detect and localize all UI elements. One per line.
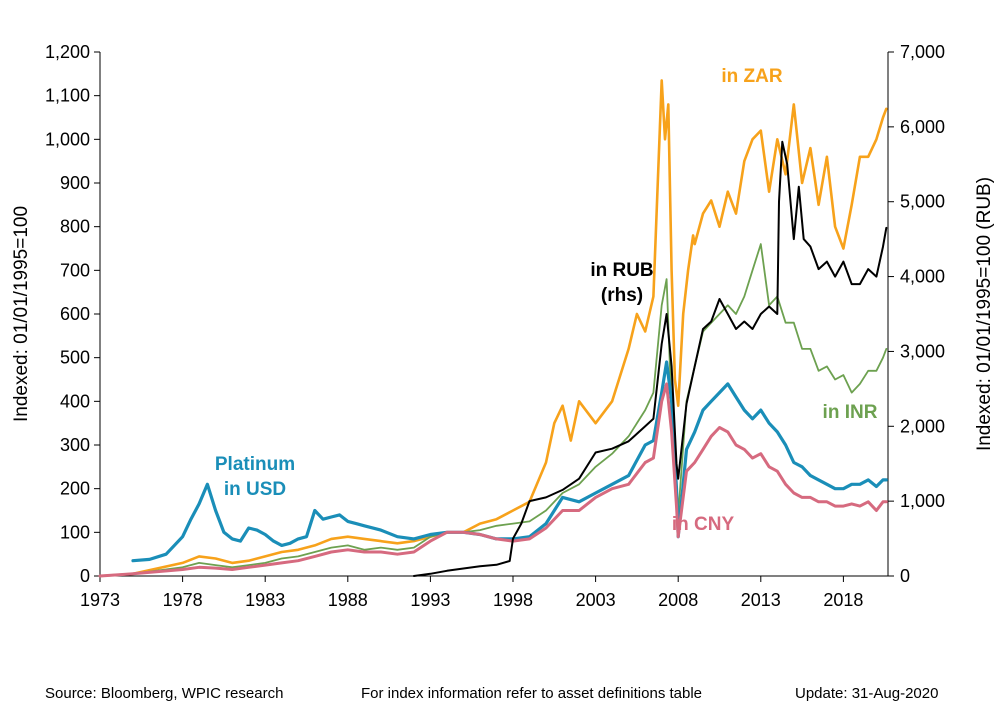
y2-tick-label: 7,000 [900,42,945,62]
y2-tick-label: 3,000 [900,341,945,361]
y-tick-label: 800 [60,217,90,237]
y-tick-label: 900 [60,173,90,193]
ticks: 0 100 200 300 400 500 600 700 800 900 1,000 1,100 1,… [45,42,945,610]
x-tick-label: 2013 [741,590,781,610]
series-line-platinum-in-usd [131,360,888,563]
x-tick-label: 1983 [245,590,285,610]
series-line-in-rub-rhs [412,140,888,577]
series-line-in-inr [99,243,888,577]
label-zar: in ZAR [721,66,782,87]
x-tick-label: 2008 [658,590,698,610]
y-tick-label: 500 [60,348,90,368]
label-rub-line2: (rhs) [601,285,643,306]
y2-tick-label: 0 [900,566,910,586]
series-line-in-cny [98,382,888,578]
y2-tick-label: 4,000 [900,267,945,287]
y-tick-label: 400 [60,391,90,411]
y-tick-label: 1,200 [45,42,90,62]
y-tick-label: 1,000 [45,129,90,149]
label-inr: in INR [823,402,878,423]
x-tick-label: 1998 [493,590,533,610]
x-tick-label: 2018 [823,590,863,610]
footer-index-info: For index information refer to asset def… [361,685,703,702]
label-cny: in CNY [672,514,735,535]
x-tick-label: 1993 [410,590,450,610]
y-tick-label: 300 [60,435,90,455]
y2-tick-label: 2,000 [900,416,945,436]
series-lines [98,79,888,578]
y-tick-label: 600 [60,304,90,324]
x-tick-label: 1973 [80,590,120,610]
label-platinum-usd-line1: Platinum [215,454,295,475]
series-line-in-zar [98,79,888,578]
y2-tick-label: 1,000 [900,491,945,511]
y2-tick-label: 5,000 [900,192,945,212]
y2-tick-label: 6,000 [900,117,945,137]
label-platinum-usd-line2: in USD [224,479,286,500]
axes [99,52,889,577]
y-tick-label: 200 [60,479,90,499]
y-tick-label: 700 [60,260,90,280]
label-rub-line1: in RUB [590,260,653,281]
footer-update: Update: 31-Aug-2020 [795,685,939,702]
x-tick-label: 2003 [576,590,616,610]
series-labels: Platinum in USD in RUB (rhs) in ZAR in I… [215,66,878,535]
footer-source: Source: Bloomberg, WPIC research [45,685,284,702]
y-axis-title: Indexed: 01/01/1995=100 [11,206,32,422]
x-tick-label: 1978 [163,590,203,610]
y-tick-label: 1,100 [45,86,90,106]
y2-axis-title: Indexed: 01/01/1995=100 (RUB) [974,177,995,451]
y-tick-label: 100 [60,522,90,542]
y-tick-label: 0 [80,566,90,586]
x-tick-label: 1988 [328,590,368,610]
